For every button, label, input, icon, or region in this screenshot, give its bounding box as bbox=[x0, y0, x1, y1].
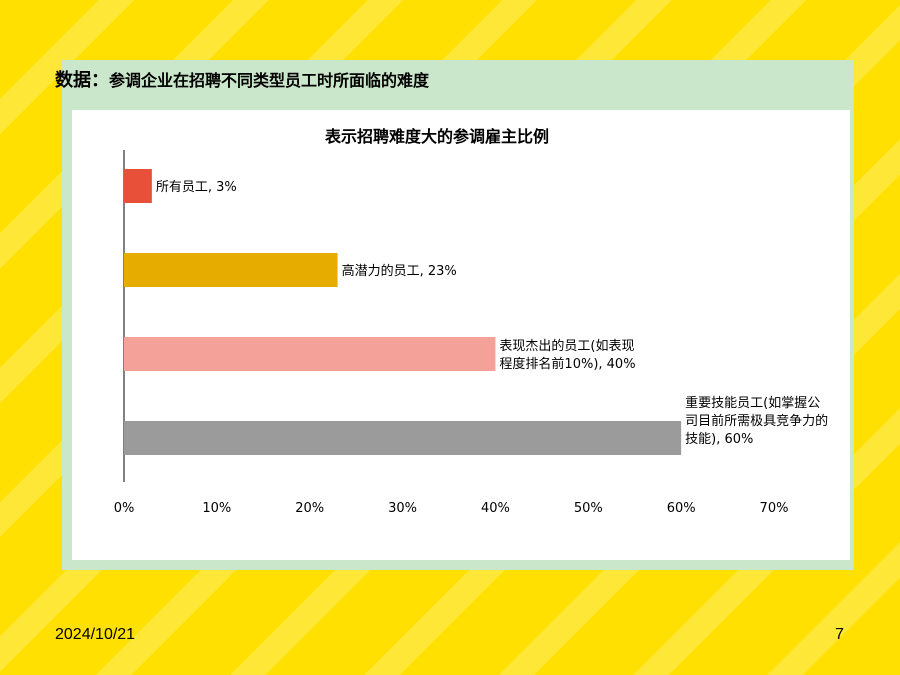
bar-chart: 表示招聘难度大的参调雇主比例 所有员工, 3% 高潜力的员工, 23% 表现杰出的员… bbox=[114, 127, 828, 516]
bar-3 bbox=[124, 337, 496, 371]
x-tick-label: 70% bbox=[760, 501, 789, 516]
slide-date: 2024/10/21 bbox=[55, 626, 136, 643]
bar-1-label-line-1: 所有员工, 3% bbox=[156, 180, 237, 195]
bar-3-label-line-1: 表现杰出的员工(如表现 bbox=[499, 338, 634, 354]
bar-4-label-line-1: 重要技能员工(如掌握公 bbox=[685, 395, 820, 411]
chart-title: 表示招聘难度大的参调雇主比例 bbox=[324, 127, 549, 146]
bar-4-label-line-2: 司目前所需极具竞争力的 bbox=[685, 413, 828, 429]
heading-prefix: 数据： bbox=[55, 70, 109, 91]
bar-3-label-line-2: 程度排名前10%), 40% bbox=[499, 356, 635, 372]
x-tick-label: 10% bbox=[202, 501, 231, 516]
x-tick-label: 0% bbox=[114, 501, 135, 516]
x-tick-label: 60% bbox=[667, 501, 696, 516]
bar-1 bbox=[124, 169, 152, 203]
page-number: 7 bbox=[835, 626, 844, 643]
bar-2-label-line-1: 高潜力的员工, 23% bbox=[342, 263, 457, 279]
bar-2 bbox=[124, 253, 338, 287]
x-tick-label: 20% bbox=[295, 501, 324, 516]
chart-area: 表示招聘难度大的参调雇主比例 所有员工, 3% 高潜力的员工, 23% 表现杰出的员… bbox=[72, 110, 850, 560]
slide-heading: 数据：参调企业在招聘不同类型员工时所面临的难度 bbox=[55, 66, 429, 92]
x-tick-label: 40% bbox=[481, 501, 510, 516]
bar-4 bbox=[124, 421, 682, 455]
heading-text: 参调企业在招聘不同类型员工时所面临的难度 bbox=[109, 71, 430, 90]
x-tick-label: 50% bbox=[574, 501, 603, 516]
bar-4-label-line-3: 技能), 60% bbox=[685, 432, 753, 447]
x-tick-label: 30% bbox=[388, 501, 417, 516]
